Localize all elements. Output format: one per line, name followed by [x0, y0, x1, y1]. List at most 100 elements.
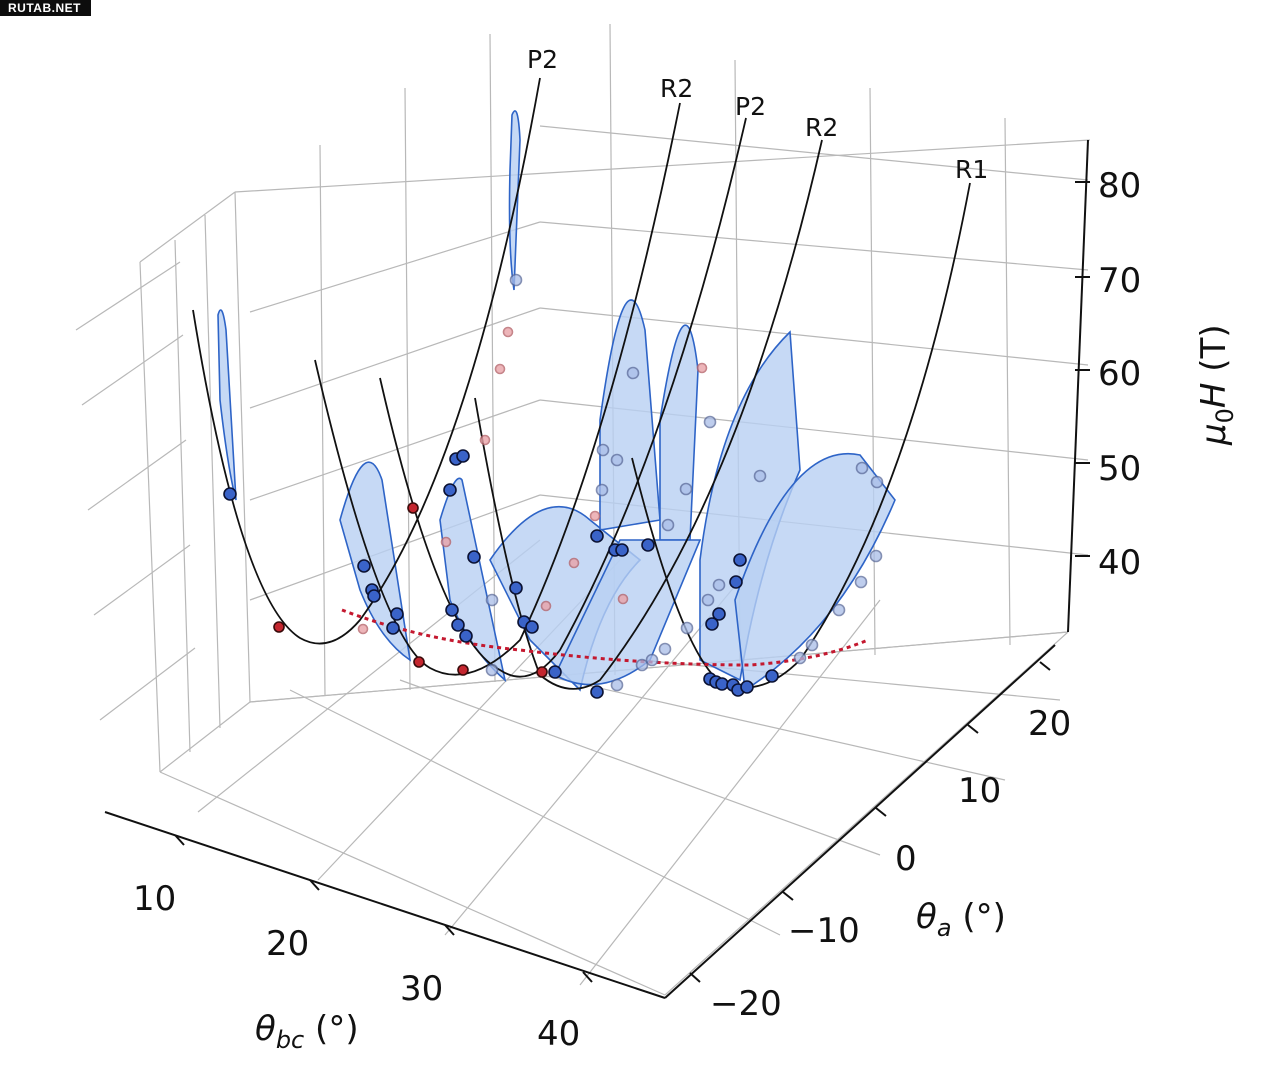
y-tick-label: 0	[895, 839, 917, 879]
curve	[314, 102, 681, 676]
x-tick-labels: 10 20 30 40	[133, 879, 580, 1054]
data-point	[696, 362, 708, 374]
curve	[474, 139, 823, 690]
data-point	[443, 483, 457, 497]
curve-label-p2: P2	[735, 92, 766, 121]
data-point	[610, 678, 624, 692]
y-tick-label: −10	[788, 911, 860, 951]
data-point	[679, 482, 693, 496]
data-point	[485, 663, 499, 677]
data-point	[479, 434, 491, 446]
y-tick-label: 10	[958, 771, 1001, 811]
y-tick-label: −20	[710, 984, 782, 1024]
fill-surface	[508, 110, 521, 291]
x-tick-label: 30	[400, 969, 443, 1009]
data-point	[854, 575, 868, 589]
data-point	[832, 603, 846, 617]
data-point	[357, 623, 369, 635]
y-tick-label: 20	[1028, 704, 1071, 744]
data-point	[635, 658, 649, 672]
data-point	[793, 651, 807, 665]
data-point	[485, 593, 499, 607]
x-tick-label: 40	[537, 1014, 580, 1054]
data-point	[536, 666, 548, 678]
curve	[192, 77, 541, 645]
data-point	[596, 443, 610, 457]
data-point	[413, 656, 425, 668]
z-tick-label: 80	[1098, 166, 1141, 206]
y-axis-label: θa (°)	[916, 897, 1006, 942]
data-point	[590, 529, 604, 543]
z-tick-label: 60	[1098, 354, 1141, 394]
data-point	[626, 366, 640, 380]
fill-surface	[659, 324, 699, 541]
z-axis-line	[1067, 139, 1089, 633]
grid-lines	[75, 23, 1091, 996]
data-points	[223, 273, 884, 699]
data-point	[390, 607, 404, 621]
data-point	[610, 453, 624, 467]
data-point	[645, 653, 659, 667]
data-point	[502, 326, 514, 338]
z-tick-label: 50	[1098, 449, 1141, 489]
z-tick-label: 40	[1098, 543, 1141, 583]
data-point	[641, 538, 655, 552]
curve-label-r1: R1	[955, 155, 988, 184]
axis-labels: θbc (°) θa (°) μ0H (T)	[255, 324, 1239, 1054]
data-point	[712, 607, 726, 621]
data-point	[765, 669, 779, 683]
data-point	[509, 581, 523, 595]
curve-label-r2: R2	[805, 113, 838, 142]
dispersion-curves	[192, 77, 971, 690]
x-tick-label: 20	[266, 924, 309, 964]
data-point	[753, 469, 767, 483]
data-point	[870, 475, 884, 489]
data-point	[712, 578, 726, 592]
data-point	[615, 543, 629, 557]
curve	[379, 117, 747, 678]
data-point	[459, 629, 473, 643]
data-point	[705, 617, 719, 631]
data-point	[680, 621, 694, 635]
y-axis-line	[664, 644, 1056, 999]
data-point	[548, 665, 562, 679]
data-point	[223, 487, 237, 501]
tick-marks	[174, 181, 1090, 983]
data-point	[805, 638, 819, 652]
z-axis-label: μ0H (T)	[1194, 324, 1239, 446]
data-point	[740, 680, 754, 694]
data-point	[589, 510, 601, 522]
curve-label-r2: R2	[660, 74, 693, 103]
z-tick-labels: 40 50 60 70 80	[1098, 166, 1141, 583]
curve-labels: P2 R2 P2 R2 R1	[527, 45, 988, 184]
data-point	[457, 664, 469, 676]
data-point	[440, 536, 452, 548]
z-tick-label: 70	[1098, 261, 1141, 301]
x-tick-label: 10	[133, 879, 176, 919]
data-point	[456, 449, 470, 463]
x-axis-label: θbc (°)	[255, 1009, 359, 1054]
data-point	[357, 559, 371, 573]
fill-surface	[734, 452, 896, 692]
data-point	[701, 593, 715, 607]
data-point	[715, 677, 729, 691]
data-point	[595, 483, 609, 497]
data-point	[467, 550, 481, 564]
data-point	[386, 621, 400, 635]
data-point	[407, 502, 419, 514]
data-point	[568, 557, 580, 569]
data-point	[494, 363, 506, 375]
data-point	[855, 461, 869, 475]
data-point	[703, 415, 717, 429]
watermark-badge: RUTAB.NET	[0, 0, 91, 16]
fill-surfaces	[217, 110, 896, 692]
data-point	[451, 618, 465, 632]
data-point	[509, 273, 523, 287]
data-point	[733, 553, 747, 567]
data-point	[729, 575, 743, 589]
data-point	[658, 642, 672, 656]
curve-label-p2: P2	[527, 45, 558, 74]
data-point	[590, 685, 604, 699]
data-point	[445, 603, 459, 617]
